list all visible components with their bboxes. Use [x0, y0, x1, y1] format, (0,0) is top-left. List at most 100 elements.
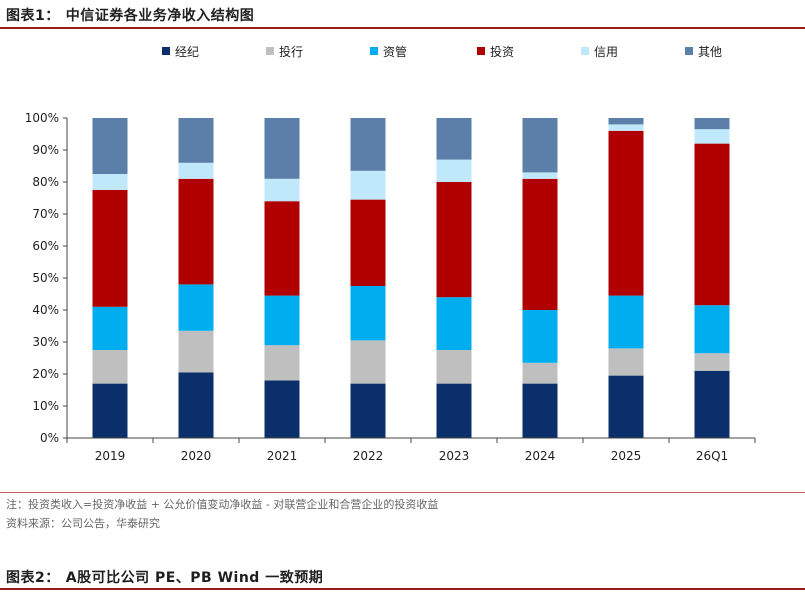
title-rule-top: [0, 27, 805, 29]
y-tick-label: 80%: [32, 175, 59, 189]
bar-group-26Q1: [694, 118, 730, 438]
legend-swatch: [370, 47, 378, 55]
figure-2-title: 图表2： A股可比公司 PE、PB Wind 一致预期: [6, 567, 323, 587]
title-rule-bottom: [0, 588, 805, 590]
figure-2-label: 图表2：: [6, 570, 60, 586]
x-tick-label: 2021: [267, 449, 298, 463]
chart-legend: 经纪 投行 资管 投资 信用 其他: [162, 44, 722, 59]
bar-segment-2022-5: [350, 118, 386, 171]
x-tick-label: 2024: [525, 449, 556, 463]
y-tick-label: 50%: [32, 271, 59, 285]
bar-segment-2021-1: [264, 345, 300, 381]
bar-segment-2020-3: [178, 178, 214, 285]
notes-rule: [0, 492, 805, 493]
legend-label: 信用: [594, 45, 618, 59]
bar-segment-2024-4: [522, 172, 558, 179]
y-tick-label: 20%: [32, 367, 59, 381]
bar-segment-2023-1: [436, 350, 472, 384]
bar-segment-2021-0: [264, 380, 300, 438]
bar-segment-2025-1: [608, 348, 644, 376]
y-axis: 0% 10% 20% 30% 40% 50% 60% 70% 80% 90% 100%: [25, 111, 68, 445]
legend-item-2: 资管: [370, 44, 407, 59]
legend-label: 投资: [490, 44, 514, 59]
bar-segment-2025-0: [608, 375, 644, 438]
bar-segment-2024-2: [522, 310, 558, 363]
y-tick-label: 10%: [32, 399, 59, 413]
x-tick-label: 2022: [353, 449, 384, 463]
bar-segment-2022-0: [350, 383, 386, 438]
bar-segment-2022-3: [350, 199, 386, 286]
bar-group-2022: [350, 118, 386, 438]
bar-segment-2025-2: [608, 295, 644, 349]
bar-segment-2019-5: [92, 118, 128, 174]
bar-segment-2022-2: [350, 286, 386, 341]
chart-notes: 注：投资类收入=投资净收益 + 公允价值变动净收益 - 对联营企业和合营企业的投…: [6, 495, 438, 533]
bar-group-2023: [436, 118, 472, 438]
bar-segment-2020-5: [178, 118, 214, 163]
figure-2-title-text: A股可比公司 PE、PB Wind 一致预期: [65, 570, 324, 586]
bar-segment-26Q1-5: [694, 118, 730, 130]
bar-segment-2023-5: [436, 118, 472, 160]
bar-segment-2021-5: [264, 118, 300, 179]
figure-1-title: 图表1： 中信证券各业务净收入结构图: [6, 5, 801, 27]
bar-segment-2021-2: [264, 295, 300, 346]
bar-segment-2025-4: [608, 124, 644, 131]
source-text: 资料来源：公司公告，华泰研究: [6, 517, 160, 530]
bar-segment-2024-3: [522, 178, 558, 310]
bar-segment-2019-3: [92, 190, 128, 307]
bar-segment-2024-1: [522, 362, 558, 384]
x-tick-label: 2019: [95, 449, 126, 463]
bar-segment-26Q1-2: [694, 305, 730, 354]
y-tick-label: 70%: [32, 207, 59, 221]
x-axis: 2019 2020 2021 2022 2023 2024 2025 26Q1: [66, 437, 756, 463]
chart-bars: [92, 118, 730, 438]
legend-swatch: [477, 47, 485, 55]
bar-segment-2021-3: [264, 201, 300, 296]
legend-label: 其他: [698, 45, 722, 59]
bar-segment-26Q1-1: [694, 353, 730, 371]
legend-label: 经纪: [175, 45, 199, 59]
note-text: 注：投资类收入=投资净收益 + 公允价值变动净收益 - 对联营企业和合营企业的投…: [6, 498, 439, 511]
bar-segment-2019-4: [92, 174, 128, 190]
x-tick-label: 2025: [611, 449, 642, 463]
y-tick-label: 30%: [32, 335, 59, 349]
bar-segment-2019-1: [92, 350, 128, 384]
figure-1-label: 图表1：: [6, 8, 60, 24]
legend-swatch: [581, 47, 589, 55]
bar-segment-26Q1-4: [694, 129, 730, 144]
bar-segment-2024-5: [522, 118, 558, 173]
bar-segment-2020-0: [178, 372, 214, 438]
legend-item-4: 信用: [581, 45, 618, 59]
bar-segment-2020-2: [178, 284, 214, 331]
bar-group-2020: [178, 118, 214, 438]
legend-item-3: 投资: [477, 44, 514, 59]
y-tick-label: 0%: [40, 431, 59, 445]
bar-group-2024: [522, 118, 558, 438]
legend-swatch: [162, 47, 170, 55]
bar-segment-2022-4: [350, 170, 386, 200]
legend-item-0: 经纪: [162, 45, 199, 59]
x-tick-label: 26Q1: [696, 449, 728, 463]
y-tick-label: 60%: [32, 239, 59, 253]
legend-label: 资管: [383, 44, 407, 59]
bar-segment-2019-0: [92, 383, 128, 438]
bar-segment-2023-4: [436, 159, 472, 182]
bar-segment-2020-1: [178, 330, 214, 373]
bar-group-2021: [264, 118, 300, 438]
legend-item-1: 投行: [266, 44, 303, 59]
bar-segment-2023-0: [436, 383, 472, 438]
legend-swatch: [266, 47, 274, 55]
bar-group-2019: [92, 118, 128, 438]
bar-segment-26Q1-0: [694, 370, 730, 438]
bar-segment-2021-4: [264, 178, 300, 202]
figure-1-title-text: 中信证券各业务净收入结构图: [65, 8, 255, 24]
legend-label: 投行: [279, 44, 303, 59]
bar-segment-2025-3: [608, 130, 644, 296]
x-tick-label: 2020: [181, 449, 212, 463]
bar-segment-2025-5: [608, 118, 644, 125]
bar-segment-2022-1: [350, 340, 386, 384]
y-tick-label: 100%: [25, 111, 59, 125]
y-tick-label: 90%: [32, 143, 59, 157]
bar-segment-26Q1-3: [694, 143, 730, 306]
bar-group-2025: [608, 118, 644, 438]
